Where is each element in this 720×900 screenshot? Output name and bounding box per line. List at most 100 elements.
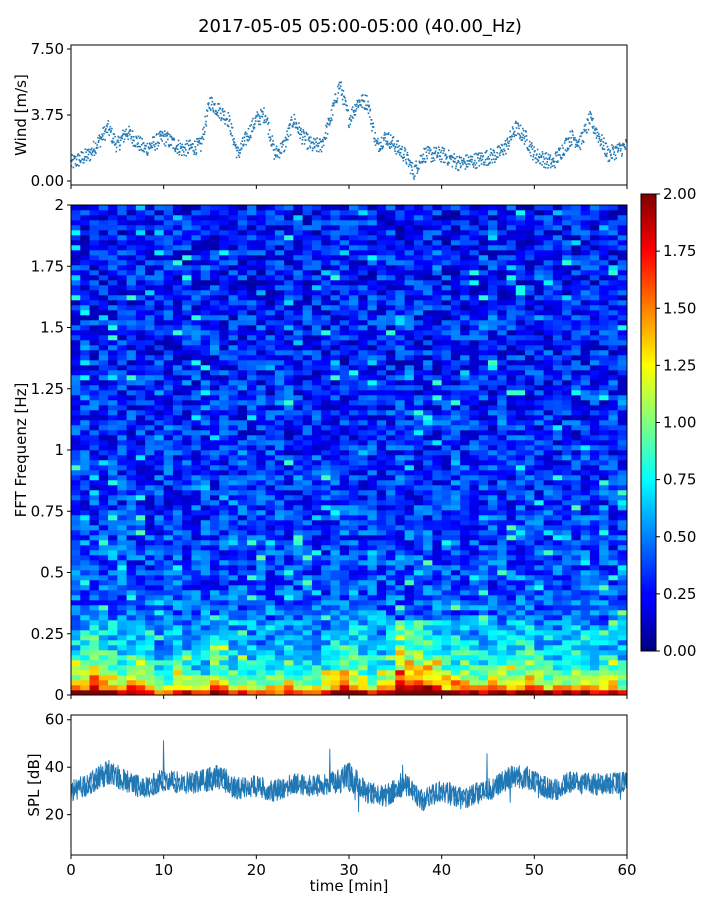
spectrogram-cell <box>237 355 248 361</box>
wind-data-point <box>513 130 516 133</box>
spectrogram-cell <box>163 450 174 456</box>
wind-data-point <box>416 170 419 172</box>
wind-data-point <box>157 141 159 144</box>
wind-data-point <box>261 115 264 118</box>
wind-data-point <box>306 148 309 150</box>
wind-data-point <box>475 162 478 164</box>
spectrogram-cell <box>117 330 127 336</box>
wind-data-point <box>148 147 150 150</box>
spectrogram-cell <box>284 380 294 386</box>
spectrogram-cell <box>330 475 341 481</box>
wind-data-point <box>592 117 594 120</box>
wind-data-point <box>604 154 607 157</box>
spectrogram-cell <box>284 560 294 566</box>
wind-data-point <box>237 149 239 152</box>
spectrogram-cell <box>172 440 183 446</box>
spectrogram-cell <box>376 420 387 426</box>
spectrogram-cell <box>210 565 220 571</box>
wind-data-point <box>170 143 172 146</box>
spectrogram-cell <box>80 250 90 256</box>
spectrogram-cell <box>117 505 127 511</box>
spectrogram-cell <box>219 425 229 431</box>
spectrogram-cell <box>126 460 137 466</box>
spectrogram-cell <box>293 480 304 486</box>
spectrogram-cell <box>126 440 137 446</box>
spectrogram-cell <box>358 690 368 696</box>
spectrogram-cell <box>135 535 146 541</box>
wind-data-point <box>127 134 129 137</box>
wind-data-point <box>493 151 496 154</box>
spectrogram-cell <box>339 205 350 211</box>
spectrogram-cell <box>395 230 405 236</box>
spectrogram-cell <box>247 350 257 356</box>
spectrogram-cell <box>108 555 118 561</box>
spectrogram-cell <box>395 520 405 526</box>
spectrogram-cell <box>191 465 202 471</box>
spectrogram-cell <box>80 370 90 376</box>
wind-data-point <box>480 163 483 165</box>
spectrogram-cell <box>274 675 285 681</box>
spectrogram-cell <box>237 225 248 231</box>
wind-data-point <box>136 137 138 140</box>
spectrogram-cell <box>330 260 341 266</box>
spectrogram-cell <box>191 270 202 276</box>
spectrogram-cell <box>182 265 192 271</box>
spectrogram-cell <box>237 230 248 236</box>
spectrogram-cell <box>358 305 368 311</box>
wind-plot-frame <box>70 44 628 186</box>
spectrogram-cell <box>256 230 266 236</box>
wind-data-point <box>500 149 502 152</box>
spectrogram-cell <box>311 270 322 276</box>
spectrogram-cell <box>191 570 202 576</box>
spectrogram-cell <box>274 450 285 456</box>
spectrogram-cell <box>321 525 331 531</box>
spectrogram-cell <box>265 515 276 521</box>
spectrogram-cell <box>247 645 257 651</box>
wind-data-point <box>119 139 122 142</box>
spectrogram-cell <box>108 255 118 261</box>
wind-data-point <box>87 157 89 160</box>
spectrogram-cell <box>311 345 322 351</box>
spectrogram-cell <box>80 470 90 476</box>
spectrogram-cell <box>182 610 192 616</box>
wind-data-point <box>176 145 178 147</box>
wind-data-point <box>375 139 378 142</box>
spectrogram-cell <box>247 555 257 561</box>
spectrogram-cell <box>247 305 257 311</box>
spectrogram-cell <box>330 550 341 556</box>
spectrogram-cell <box>98 575 109 581</box>
spectrogram-cell <box>154 470 165 476</box>
spectrogram-cell <box>302 510 313 516</box>
spectrogram-cell <box>284 645 294 651</box>
spectrogram-cell <box>163 465 174 471</box>
spectrogram-cell <box>163 230 174 236</box>
spectrogram-cell <box>200 640 211 646</box>
spectrogram-cell <box>311 685 322 691</box>
wind-data-point <box>572 136 575 139</box>
spectrogram-cell <box>71 425 81 431</box>
spectrogram-cell <box>98 500 109 506</box>
spectrogram-cell <box>117 400 127 406</box>
spectrogram-cell <box>311 325 322 331</box>
wind-data-point <box>168 145 170 148</box>
wind-data-point <box>605 155 608 158</box>
spectrogram-cell <box>108 435 118 441</box>
spectrogram-cell <box>228 515 239 521</box>
wind-data-point <box>529 151 531 154</box>
wind-data-point <box>593 132 596 135</box>
spectrogram-cell <box>358 360 368 366</box>
spectrogram-cell <box>108 405 118 411</box>
spectrogram-cell <box>228 565 239 571</box>
spectrogram-cell <box>256 630 266 636</box>
wind-data-point <box>266 119 268 121</box>
spectrogram-cell <box>154 380 165 386</box>
wind-data-point <box>428 147 431 149</box>
wind-data-point <box>102 127 104 129</box>
wind-data-point <box>617 147 620 150</box>
wind-data-point <box>181 154 183 156</box>
spectrogram-cell <box>311 500 322 506</box>
spectrogram-cell <box>89 475 100 481</box>
spectrogram-cell <box>284 210 294 216</box>
spectrogram-cell <box>256 425 266 431</box>
spectrogram-cell <box>256 530 266 536</box>
